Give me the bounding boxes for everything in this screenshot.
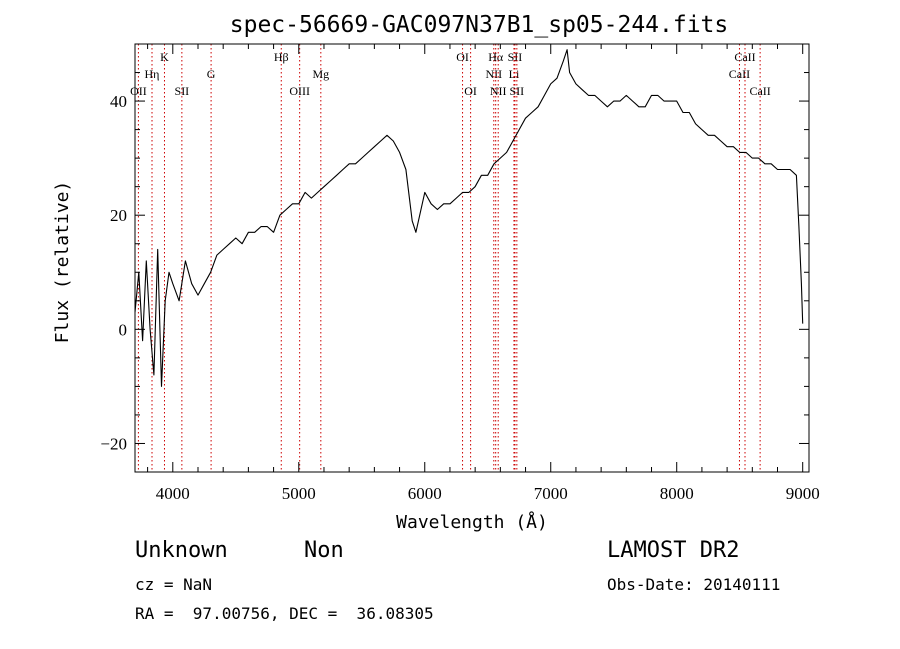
axis-ticks: 4000 5000 6000 7000 8000 9000 −20 0 20 40 xyxy=(100,43,820,503)
chart-title: spec-56669-GAC097N37B1_sp05-244.fits xyxy=(230,12,729,38)
x-tick-label: 9000 xyxy=(786,484,820,503)
plot-frame xyxy=(134,43,810,473)
line-label-10: NII xyxy=(485,67,502,81)
line-label-18: CaII xyxy=(749,84,770,98)
x-tick-label: 8000 xyxy=(660,484,694,503)
line-label-5: Hβ xyxy=(274,50,289,64)
x-tick-label: 7000 xyxy=(534,484,568,503)
y-tick-label: 0 xyxy=(119,320,128,339)
survey-label: LAMOST DR2 xyxy=(607,538,740,563)
line-label-9: OI xyxy=(464,84,477,98)
line-label-3: SII xyxy=(175,84,190,98)
line-label-16: CaII xyxy=(729,67,750,81)
line-label-4: G xyxy=(207,67,216,81)
line-label-17: CaII xyxy=(734,50,755,64)
line-label-8: OI xyxy=(456,50,469,64)
line-label-15: SII xyxy=(510,84,525,98)
line-label-6: OIII xyxy=(289,84,310,98)
y-tick-label: 20 xyxy=(110,206,127,225)
spectrum-series-line xyxy=(134,49,804,387)
x-tick-label: 4000 xyxy=(156,484,190,503)
redshift-label: cz = NaN xyxy=(135,575,213,594)
line-label-13: Li xyxy=(509,67,520,81)
y-tick-label: −20 xyxy=(100,434,127,453)
line-label-7: Mg xyxy=(312,67,329,81)
obs-date-label: Obs-Date: 20140111 xyxy=(607,575,781,594)
coordinates-label: RA = 97.00756, DEC = 36.08305 xyxy=(135,604,434,623)
object-subclass: Non xyxy=(304,538,344,563)
line-label-2: K xyxy=(160,50,169,64)
line-label-14: SII xyxy=(508,50,523,64)
x-tick-label: 5000 xyxy=(282,484,316,503)
y-tick-label: 40 xyxy=(110,92,127,111)
x-tick-label: 6000 xyxy=(408,484,442,503)
line-label-11: Hα xyxy=(488,50,504,64)
line-label-0: OII xyxy=(130,84,147,98)
object-class: Unknown xyxy=(135,538,228,563)
y-axis-label: Flux (relative) xyxy=(52,181,73,344)
x-axis-label: Wavelength (Å) xyxy=(396,511,548,533)
line-label-12: NII xyxy=(490,84,507,98)
line-id-markers: OIIHηKSIIGHβOIIIMgOIOINIIHαNIILiSIISIICa… xyxy=(130,44,771,472)
line-label-1: Hη xyxy=(145,67,160,81)
